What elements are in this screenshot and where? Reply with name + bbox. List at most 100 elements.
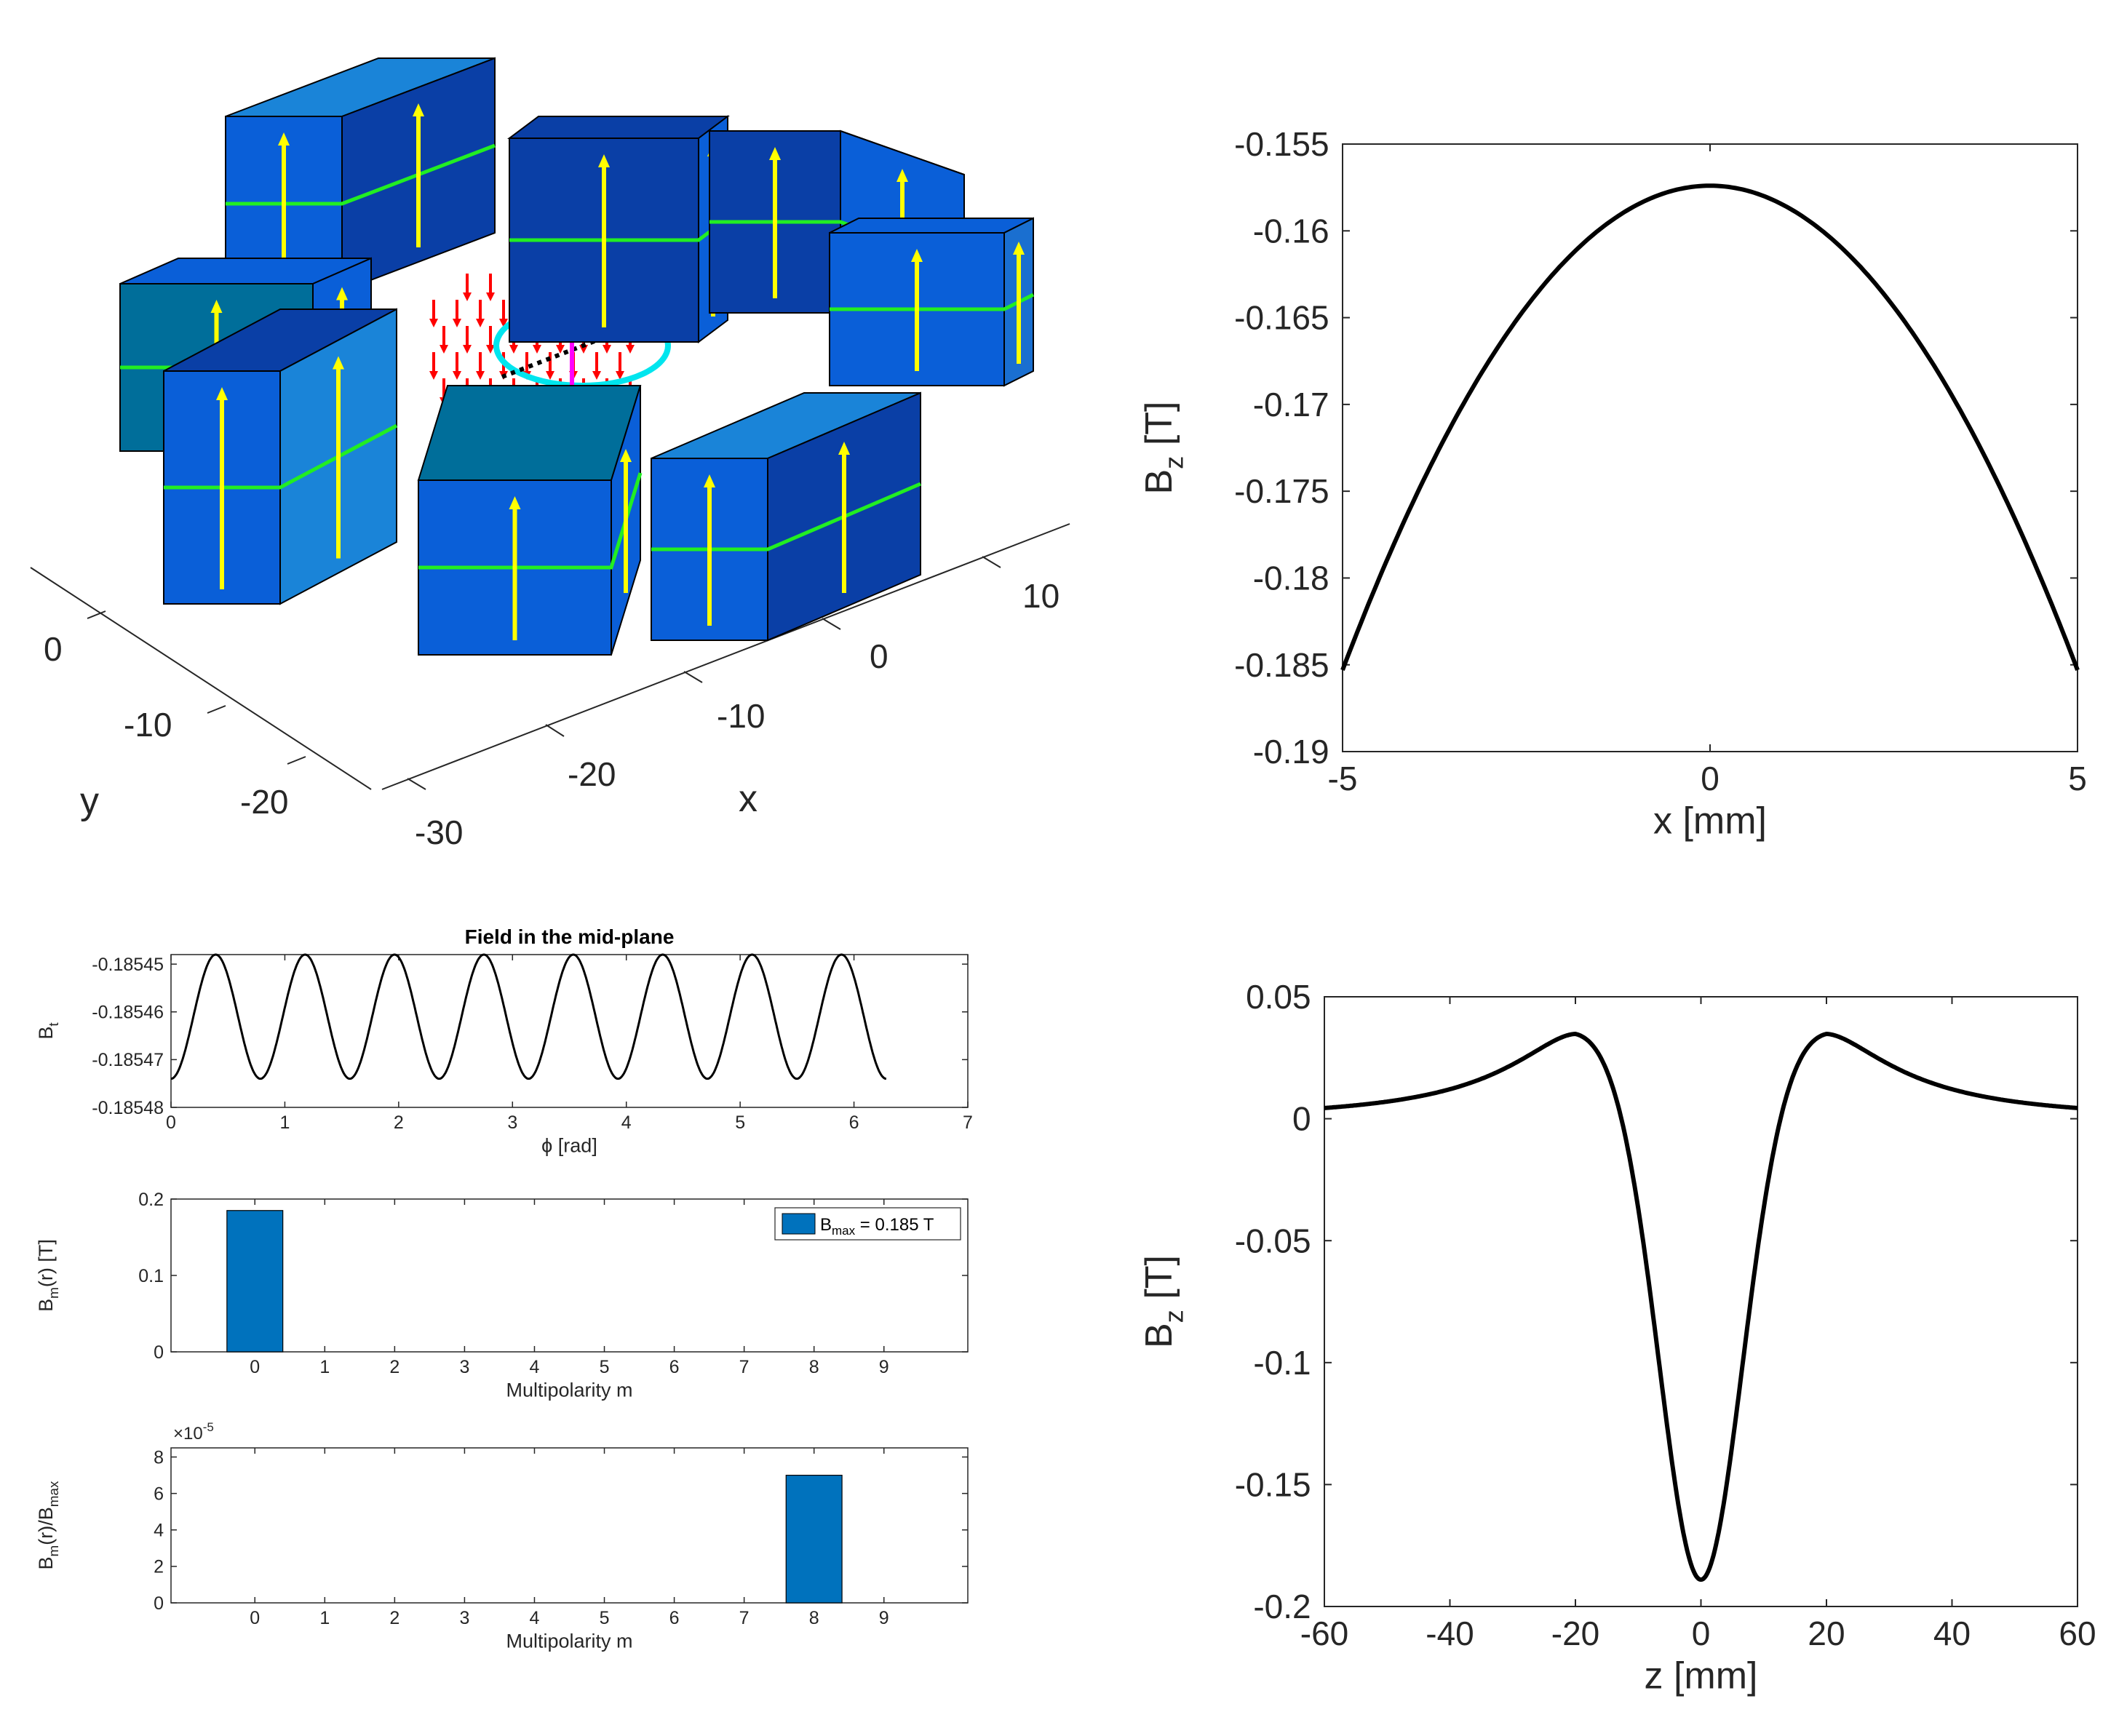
y-tick-label: -0.17 — [1253, 386, 1329, 423]
x-tick-label: 6 — [849, 1112, 859, 1133]
x-tick-label: 5 — [735, 1112, 745, 1133]
x-tick-label: 3 — [459, 1357, 469, 1377]
bar-m8 — [785, 1474, 843, 1604]
y-tick-label: -0.18545 — [92, 955, 164, 975]
magnet-cube — [651, 391, 921, 642]
bz-z-series-line — [1324, 1031, 2078, 1582]
y-tick-label: -0.2 — [1253, 1588, 1311, 1625]
x-axis-label: ϕ [rad] — [541, 1134, 597, 1156]
y-label-unit: (r)/B — [35, 1507, 57, 1545]
y-tick-mark — [287, 756, 306, 765]
x-tick-label: 3 — [507, 1112, 517, 1133]
y-tick-label: 8 — [154, 1447, 164, 1468]
y-axis-label: Bt — [35, 1022, 62, 1040]
field-arrowhead — [486, 292, 495, 301]
y-tick-label: -0.175 — [1234, 472, 1329, 510]
field-arrowhead — [476, 319, 485, 327]
magnetization-arrowhead — [216, 387, 228, 400]
bz-vs-z-chart: -60 -40 -20 0 20 40 60 -0.2 -0.15 -0.1 -0.05 0 0.05 z… — [1138, 978, 2096, 1697]
field-arrowhead — [453, 319, 461, 327]
y-tick-label: -0.18548 — [92, 1098, 164, 1118]
y-axis-label: y — [80, 780, 99, 822]
cube-midline — [830, 292, 1035, 311]
x-axis-label: z [mm] — [1645, 1655, 1758, 1697]
x-tick-label: 1 — [319, 1608, 330, 1628]
x-tick-label: 9 — [879, 1608, 889, 1628]
plot-frame — [1342, 143, 2078, 752]
x-axis-line — [381, 523, 1070, 790]
x-tick-label: 0 — [250, 1357, 260, 1377]
x-tick-label: 7 — [739, 1357, 750, 1377]
y-tick-label: -0.185 — [1234, 646, 1329, 684]
x-tick-label: 0 — [1701, 760, 1720, 797]
field-arrowhead — [429, 371, 438, 380]
magnet-cube — [829, 217, 1035, 387]
y-tick-label: -0.155 — [1234, 125, 1329, 163]
y-label-main: B — [35, 1556, 57, 1569]
magnetization-arrowhead — [333, 356, 344, 370]
plot-frame — [1324, 996, 2078, 1607]
x-tick-label: 3 — [459, 1608, 469, 1628]
x-tick-label: 1 — [279, 1112, 290, 1133]
x-tick-label: 40 — [1933, 1614, 1971, 1652]
y-label-sub2: max — [47, 1481, 62, 1507]
x-tick-label: 8 — [809, 1357, 819, 1377]
magnetization-arrowhead — [413, 103, 424, 116]
y-label-unit: (r) [T] — [35, 1239, 57, 1287]
y-axis-label: Bm(r) [T] — [35, 1239, 62, 1312]
magnetization-arrowhead — [769, 147, 781, 160]
y-tick-label: -0.1 — [1253, 1344, 1311, 1382]
x-tick-mark — [407, 778, 426, 790]
bm-bar-chart: 0 1 2 3 4 5 6 7 8 9 0 0.1 0.2 Multipolarity m Bm(r) [T… — [35, 1190, 969, 1401]
x-tick-label: -30 — [415, 813, 463, 851]
x-tick-label: 0 — [870, 637, 888, 675]
y-tick-label: -0.15 — [1235, 1466, 1311, 1504]
exponent-label: ×10-5 — [173, 1420, 214, 1444]
y-tick-label: 0.1 — [138, 1266, 164, 1286]
x-tick-label: 20 — [1808, 1614, 1845, 1652]
y-label-sub: z — [1159, 1310, 1189, 1323]
field-arrowhead — [463, 292, 472, 301]
halbach-3d-panel: -30 -20 -10 0 10 -20 -10 0 x y — [30, 57, 1070, 851]
field-arrowhead — [429, 319, 438, 327]
legend-sub: max — [832, 1224, 856, 1238]
x-tick-label: -60 — [1300, 1614, 1348, 1652]
field-arrowhead — [463, 345, 472, 354]
x-tick-mark — [982, 556, 1001, 568]
x-tick-label: 2 — [389, 1608, 399, 1628]
y-label-sub: z — [1159, 456, 1189, 469]
x-tick-mark — [683, 671, 703, 683]
y-label-unit: [T] — [1138, 402, 1180, 456]
magnetization-arrowhead — [838, 442, 850, 455]
x-axis-label: x — [739, 778, 758, 820]
x-tick-label: 10 — [1022, 577, 1059, 615]
x-tick-label: 60 — [2059, 1614, 2096, 1652]
y-tick-label: 0 — [154, 1342, 164, 1363]
magnetization-arrowhead — [509, 496, 521, 509]
magnet-cube — [507, 115, 730, 343]
y-tick-label: 2 — [154, 1557, 164, 1577]
x-tick-label: 5 — [600, 1357, 610, 1377]
field-arrowhead — [509, 345, 518, 354]
x-axis-label: Multipolarity m — [506, 1379, 632, 1401]
y-tick-label: -0.18546 — [92, 1003, 164, 1023]
y-tick-mark — [207, 705, 226, 714]
y-tick-mark — [87, 610, 106, 619]
magnetization-arrowhead — [620, 449, 632, 462]
field-arrowhead — [592, 371, 601, 380]
exponent-power: -5 — [203, 1420, 214, 1434]
field-arrowhead — [626, 345, 635, 354]
x-tick-label: 0 — [1692, 1614, 1711, 1652]
bt-phi-series-line — [170, 953, 887, 1080]
x-tick-label: 4 — [530, 1357, 540, 1377]
field-arrowhead — [579, 345, 588, 354]
x-tick-label: 8 — [809, 1608, 819, 1628]
bar-m0 — [226, 1210, 284, 1353]
y-label-main: B — [35, 1299, 57, 1312]
y-axis-line — [30, 567, 372, 790]
bz-x-series-line — [1340, 183, 2080, 671]
bz-vs-x-chart: -5 0 5 -0.19 -0.185 -0.18 -0.175 -0.17 -0.165 -0.… — [1138, 125, 2087, 843]
cube-midline — [164, 423, 398, 490]
y-tick-label: -0.18 — [1253, 560, 1329, 597]
